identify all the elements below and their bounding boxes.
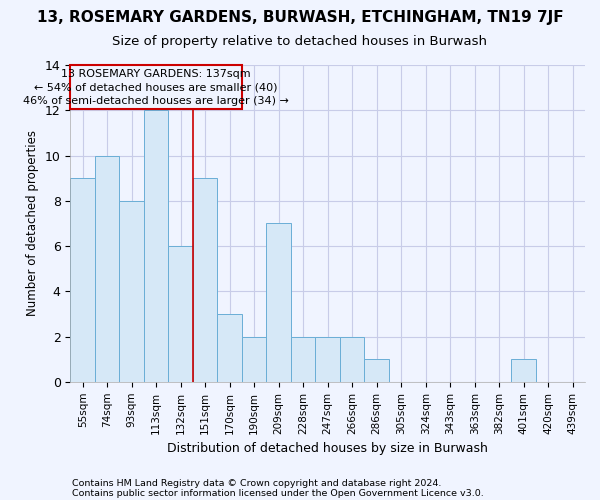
Text: 13, ROSEMARY GARDENS, BURWASH, ETCHINGHAM, TN19 7JF: 13, ROSEMARY GARDENS, BURWASH, ETCHINGHA… [37,10,563,25]
Text: 46% of semi-detached houses are larger (34) →: 46% of semi-detached houses are larger (… [23,96,289,106]
Text: 13 ROSEMARY GARDENS: 137sqm: 13 ROSEMARY GARDENS: 137sqm [61,69,251,79]
X-axis label: Distribution of detached houses by size in Burwash: Distribution of detached houses by size … [167,442,488,455]
FancyBboxPatch shape [70,65,242,109]
Y-axis label: Number of detached properties: Number of detached properties [26,130,39,316]
Bar [169,246,193,382]
Bar [217,314,242,382]
Text: Size of property relative to detached houses in Burwash: Size of property relative to detached ho… [113,35,487,48]
Bar [316,336,340,382]
Text: Contains public sector information licensed under the Open Government Licence v3: Contains public sector information licen… [72,488,484,498]
Bar [95,156,119,382]
Bar [291,336,316,382]
Bar [144,110,169,382]
Bar [70,178,95,382]
Bar [119,201,144,382]
Bar [340,336,364,382]
Bar [242,336,266,382]
Bar [364,359,389,382]
Text: Contains HM Land Registry data © Crown copyright and database right 2024.: Contains HM Land Registry data © Crown c… [72,478,442,488]
Bar [511,359,536,382]
Bar [266,224,291,382]
Bar [193,178,217,382]
Text: ← 54% of detached houses are smaller (40): ← 54% of detached houses are smaller (40… [34,82,278,92]
